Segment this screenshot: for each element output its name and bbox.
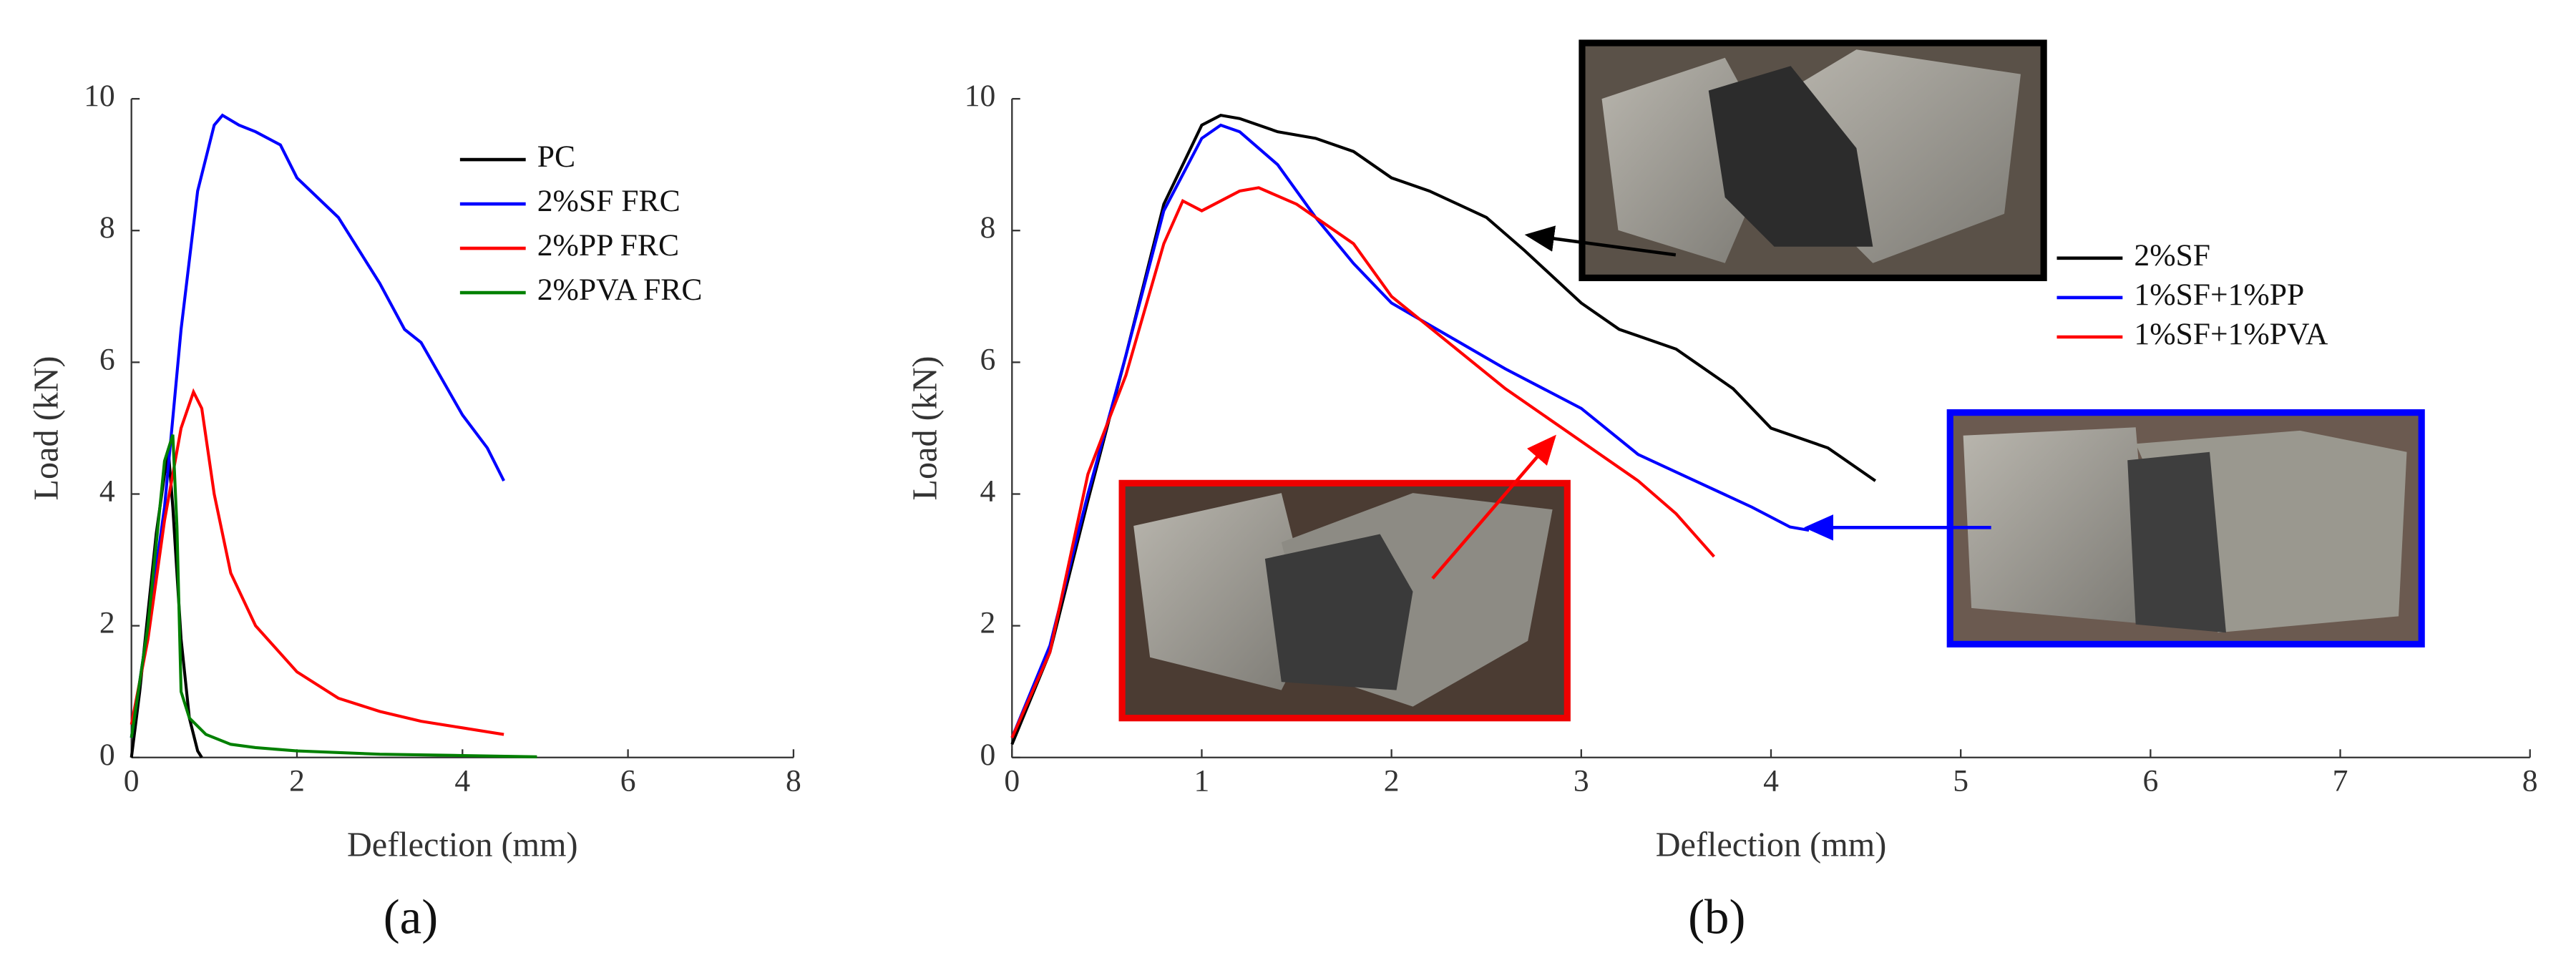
y-tick-label: 4: [99, 474, 115, 509]
x-tick-label: 6: [2142, 764, 2158, 798]
legend-label: PC: [537, 140, 575, 174]
x-tick-label: 2: [289, 764, 305, 798]
legend-label: 1%SF+1%PP: [2134, 278, 2304, 312]
arrow: [1524, 225, 1677, 257]
series-line: [1010, 123, 1810, 738]
x-tick-label: 4: [1763, 764, 1779, 798]
y-tick-label: 8: [99, 210, 115, 245]
caption: (b): [1688, 889, 1745, 944]
specimen-photos: [1118, 39, 2425, 722]
y-tick-label: 0: [99, 738, 115, 772]
x-tick-label: 8: [786, 764, 801, 798]
x-tick-label: 7: [2333, 764, 2348, 798]
series-line: [130, 113, 505, 738]
y-tick-label: 2: [980, 606, 996, 640]
x-tick-label: 0: [1004, 764, 1020, 798]
x-tick-label: 0: [124, 764, 140, 798]
x-tick-label: 2: [1384, 764, 1400, 798]
legend-label: 2%PVA FRC: [537, 273, 703, 307]
series-line: [1010, 186, 1715, 738]
legend-label: 1%SF+1%PVA: [2134, 317, 2328, 351]
series-line: [130, 434, 537, 758]
legend-label: 2%PP FRC: [537, 228, 679, 263]
photo-1sf-1pva: [1118, 479, 1571, 722]
y-tick-label: 8: [980, 210, 996, 245]
photo-1sf-1pp: [1946, 409, 2425, 647]
arrow: [1431, 434, 1556, 580]
x-tick-label: 3: [1574, 764, 1589, 798]
photo-2sf: [1579, 39, 2047, 281]
x-tick-label: 1: [1194, 764, 1210, 798]
x-axis-label: Deflection (mm): [347, 826, 578, 864]
caption: (a): [384, 889, 438, 944]
x-tick-label: 8: [2522, 764, 2538, 798]
y-axis-label: Load (kN): [27, 356, 65, 500]
legend-label: 2%SF FRC: [537, 184, 680, 218]
x-axis-label: Deflection (mm): [1656, 826, 1887, 864]
y-tick-label: 10: [84, 79, 115, 113]
legend-label: 2%SF: [2134, 238, 2210, 273]
y-tick-label: 0: [980, 738, 996, 772]
y-tick-label: 10: [965, 79, 996, 113]
y-axis-label: Load (kN): [907, 356, 945, 500]
y-tick-label: 4: [980, 474, 996, 509]
series-line: [130, 388, 504, 736]
y-tick-label: 6: [980, 342, 996, 376]
y-tick-label: 6: [99, 342, 115, 376]
x-tick-label: 4: [454, 764, 470, 798]
x-tick-label: 6: [620, 764, 636, 798]
x-tick-label: 5: [1953, 764, 1968, 798]
y-tick-label: 2: [99, 606, 115, 640]
